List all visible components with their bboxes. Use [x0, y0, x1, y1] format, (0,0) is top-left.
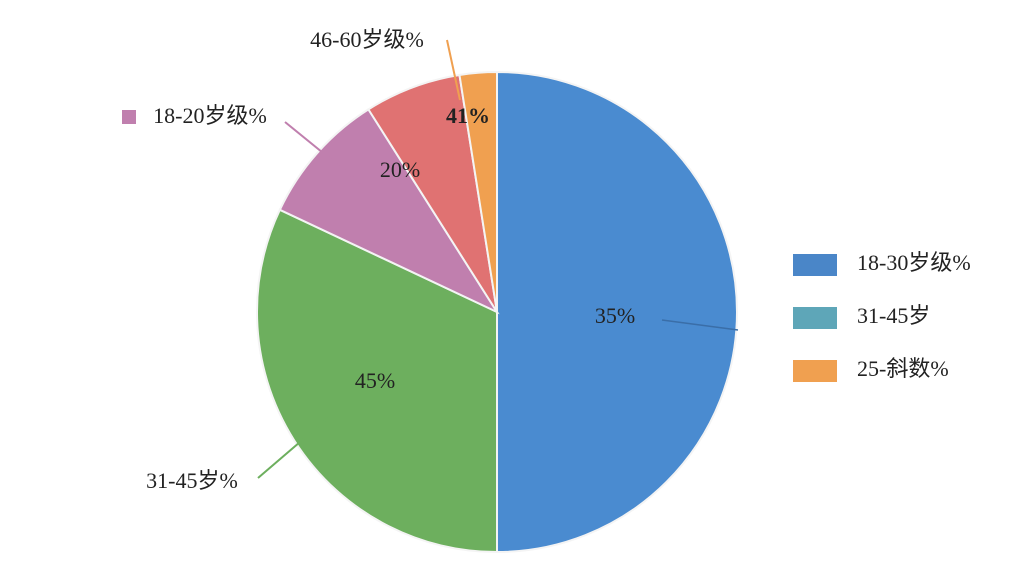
legend-swatch	[793, 360, 837, 382]
category-label: 31-45岁%	[146, 468, 238, 493]
legend-label: 25-斜数%	[857, 356, 949, 381]
pie-slice	[278, 107, 500, 315]
legend-swatch	[793, 307, 837, 329]
pie-slice	[458, 70, 498, 313]
legend-swatch	[793, 254, 837, 276]
category-label: 46-60岁级%	[310, 27, 424, 52]
label-marker	[122, 110, 136, 124]
legend-label: 18-30岁级%	[857, 250, 971, 275]
leader-line	[446, 39, 461, 101]
leader-line	[257, 417, 329, 479]
leader-line	[661, 319, 739, 331]
pie-slice	[256, 208, 498, 554]
slice-annotation: 35%	[595, 303, 635, 328]
legend-label: 31-45岁	[857, 303, 930, 328]
slice-annotation: 41%	[446, 103, 490, 128]
leader-line	[284, 121, 361, 184]
category-label: 18-20岁级%	[153, 103, 267, 128]
slice-annotation: 45%	[355, 368, 395, 393]
slice-annotation: 20%	[380, 157, 420, 182]
pie-slice	[496, 70, 738, 554]
